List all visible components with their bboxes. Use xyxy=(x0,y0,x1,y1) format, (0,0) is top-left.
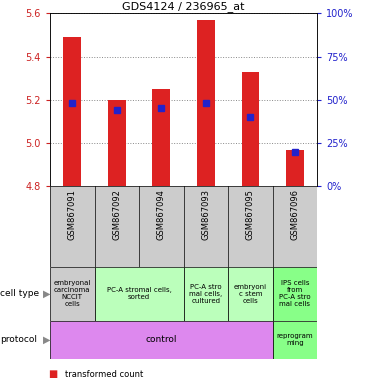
Text: GSM867091: GSM867091 xyxy=(68,189,77,240)
Text: ▶: ▶ xyxy=(43,335,50,345)
Text: ■: ■ xyxy=(48,369,58,379)
Bar xyxy=(286,149,304,186)
Bar xyxy=(63,37,81,186)
Text: PC-A stromal cells,
sorted: PC-A stromal cells, sorted xyxy=(107,287,171,300)
Bar xyxy=(228,267,273,321)
Bar xyxy=(50,267,95,321)
Text: GSM867093: GSM867093 xyxy=(201,189,210,240)
Bar xyxy=(108,100,126,186)
Text: GSM867096: GSM867096 xyxy=(290,189,299,240)
Bar xyxy=(152,89,170,186)
Bar xyxy=(50,321,273,359)
Text: protocol: protocol xyxy=(0,335,37,344)
Text: IPS cells
from
PC-A stro
mal cells: IPS cells from PC-A stro mal cells xyxy=(279,280,311,307)
Text: reprogram
ming: reprogram ming xyxy=(277,333,313,346)
Text: control: control xyxy=(146,335,177,344)
Text: GSM867094: GSM867094 xyxy=(157,189,166,240)
Text: embryonal
carcinoma
NCCIT
cells: embryonal carcinoma NCCIT cells xyxy=(54,280,91,307)
Title: GDS4124 / 236965_at: GDS4124 / 236965_at xyxy=(122,1,245,12)
Bar xyxy=(242,72,259,186)
Bar xyxy=(197,20,215,186)
Bar xyxy=(273,267,317,321)
Text: PC-A stro
mal cells,
cultured: PC-A stro mal cells, cultured xyxy=(189,284,223,304)
Text: cell type: cell type xyxy=(0,289,39,298)
Bar xyxy=(95,267,184,321)
Text: GSM867092: GSM867092 xyxy=(112,189,121,240)
Bar xyxy=(184,267,228,321)
Text: ▶: ▶ xyxy=(43,289,50,299)
Text: GSM867095: GSM867095 xyxy=(246,189,255,240)
Text: embryoni
c stem
cells: embryoni c stem cells xyxy=(234,284,267,304)
Text: transformed count: transformed count xyxy=(65,370,143,379)
Bar xyxy=(273,321,317,359)
